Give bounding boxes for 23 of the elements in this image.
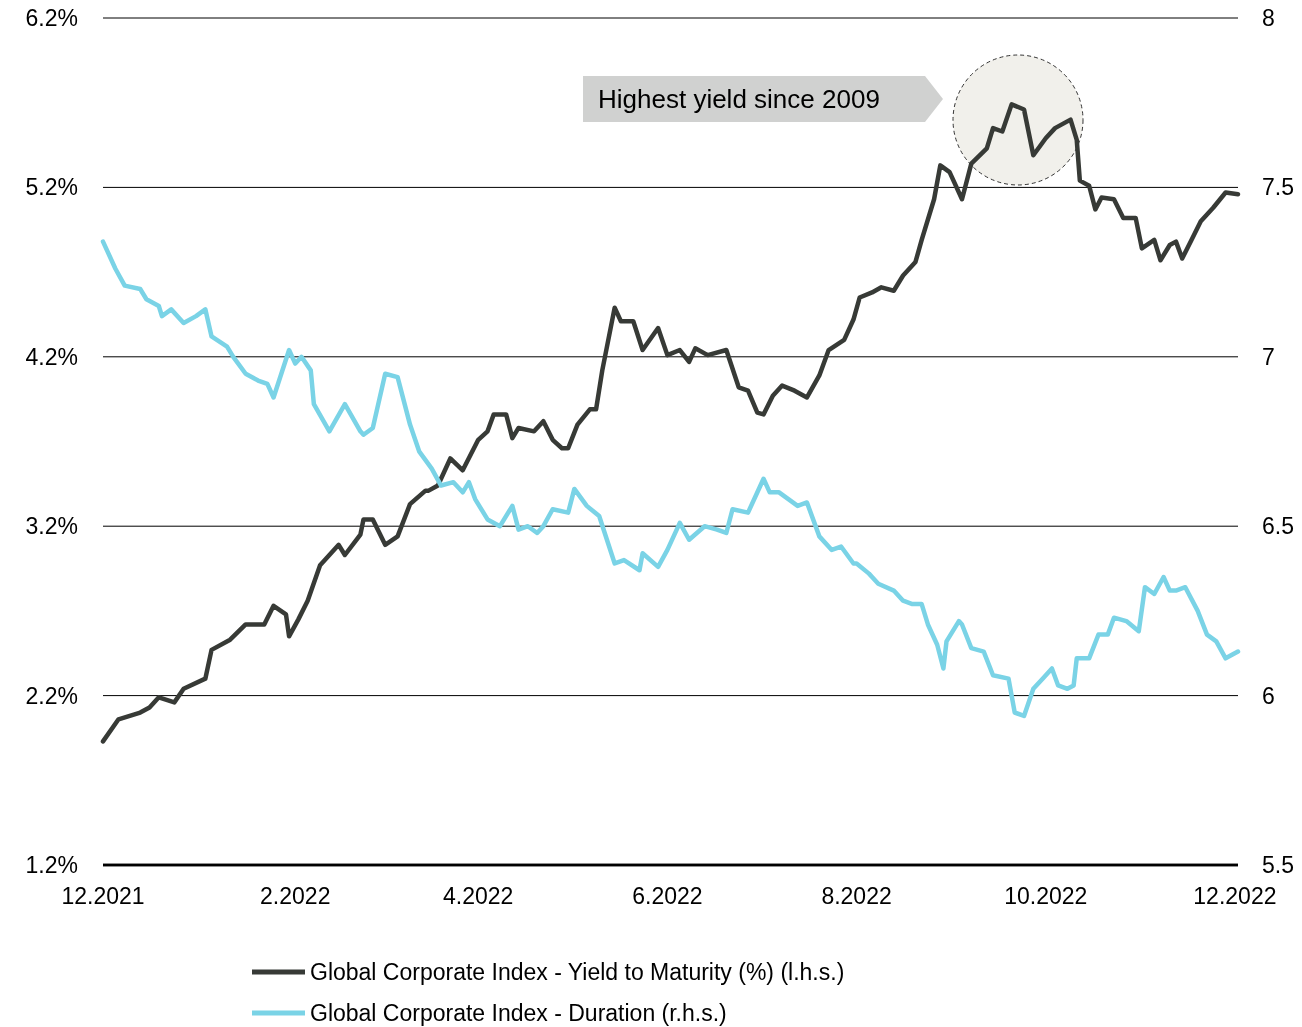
- x-tick-label: 10.2022: [1004, 883, 1088, 910]
- y-tick-label: 4.2%: [25, 343, 78, 370]
- y2-tick-label: 7: [1262, 343, 1275, 370]
- y-tick-label: 3.2%: [25, 513, 78, 540]
- y-tick-label: 2.2%: [25, 682, 78, 709]
- x-tick-label: 2.2022: [260, 883, 331, 910]
- y2-tick-label: 5.5: [1262, 852, 1294, 879]
- x-tick-label: 6.2022: [632, 883, 703, 910]
- legend-label: Global Corporate Index - Yield to Maturity (%) (l.h.s.): [310, 959, 845, 986]
- y2-tick-label: 8: [1262, 5, 1275, 32]
- x-tick-label: 12.2021: [61, 883, 145, 910]
- line-series: [100, 239, 1241, 719]
- annotation: Highest yield since 2009: [598, 84, 880, 115]
- y2-tick-label: 6.5: [1262, 513, 1294, 540]
- x-tick-label: 4.2022: [443, 883, 514, 910]
- y-tick-label: 1.2%: [25, 852, 78, 879]
- y2-tick-label: 7.5: [1262, 174, 1294, 201]
- x-tick-label: 12.2022: [1193, 883, 1277, 910]
- y2-tick-label: 6: [1262, 682, 1275, 709]
- y-tick-label: 6.2%: [25, 5, 78, 32]
- x-tick-label: 8.2022: [821, 883, 892, 910]
- y-tick-label: 5.2%: [25, 174, 78, 201]
- legend-label: Global Corporate Index - Duration (r.h.s.): [310, 1000, 727, 1027]
